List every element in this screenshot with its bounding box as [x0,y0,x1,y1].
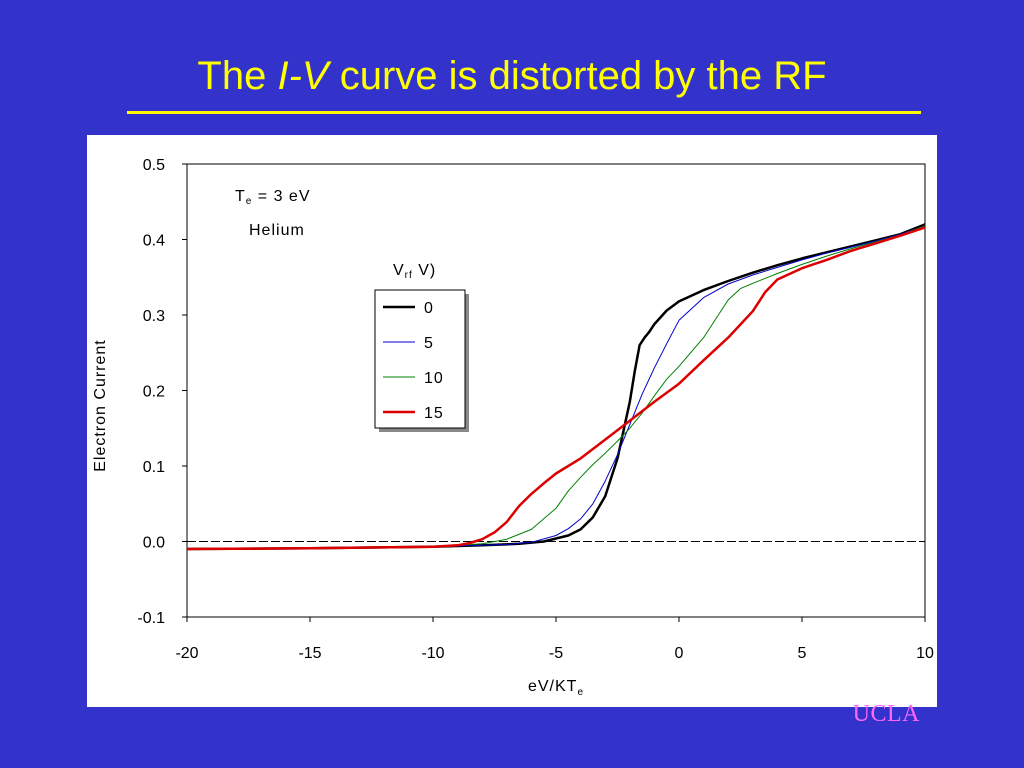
x-tick-label: -5 [549,645,563,662]
legend-title: Vrf V) [393,262,436,281]
y-tick-label: 0.1 [143,459,165,476]
x-tick-label: -20 [175,645,198,662]
y-tick-label: -0.1 [137,610,165,627]
x-tick-label: 10 [916,645,934,662]
y-tick-label: 0.4 [143,233,165,250]
te-annotation: Te = 3 eV [235,188,311,207]
annotation-layer: Te = 3 eV Helium [235,188,311,239]
title-suffix: curve is distorted by the RF [339,54,827,98]
y-tick-label: 0.2 [143,384,165,401]
series-line-5 [186,225,926,550]
y-axis-label: Electron Current [92,339,109,472]
legend: Vrf V) 0 5 10 15 [374,262,469,432]
legend-box [374,289,466,429]
slide-title: The I-V curve is distorted by the RF [0,50,1024,102]
x-tick-label: -15 [298,645,321,662]
series-line-0 [186,223,926,551]
title-iv-italic: I-V [277,54,329,98]
series-layer [186,223,926,551]
x-tick-label: 5 [798,645,807,662]
title-underline [127,111,921,114]
x-axis-label: eV/KTe [528,678,584,698]
legend-label-0: 0 [424,300,434,317]
series-line-15 [186,226,926,551]
y-tick-label: 0.3 [143,308,165,325]
axes-layer: -0.1 0.0 0.1 0.2 0.3 0.4 0.5 -20 -15 -10 -5 0 5 10 eV/… [92,157,934,698]
chart-svg: -0.1 0.0 0.1 0.2 0.3 0.4 0.5 -20 -15 -10 -5 0 5 10 eV/… [92,157,934,698]
y-tick-label: 0.5 [143,157,165,174]
ucla-logo: UCLA [852,701,920,727]
series-line-10 [186,225,926,550]
legend-label-5: 5 [424,335,434,352]
title-prefix: The [197,54,267,98]
gas-annotation: Helium [249,222,305,239]
legend-label-15: 15 [424,405,444,422]
y-tick-label: 0.0 [143,535,165,552]
x-tick-label: -10 [421,645,444,662]
legend-label-10: 10 [424,370,444,387]
chart-panel: -0.1 0.0 0.1 0.2 0.3 0.4 0.5 -20 -15 -10 -5 0 5 10 eV/… [87,135,937,707]
x-tick-label: 0 [675,645,684,662]
